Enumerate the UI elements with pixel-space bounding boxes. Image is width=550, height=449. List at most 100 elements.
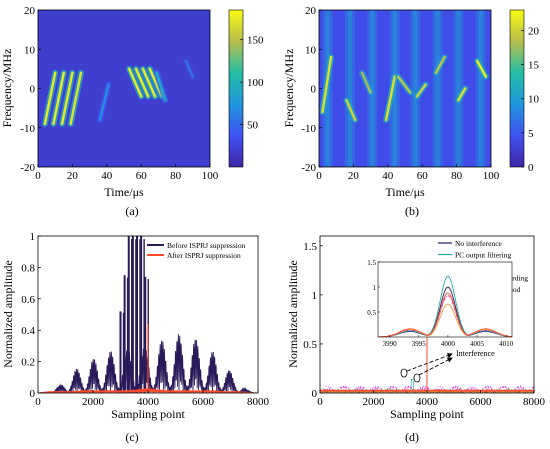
x-tick-label: 40 [101, 170, 113, 182]
heatmap-column-core [347, 10, 352, 167]
interference-marker-1 [400, 368, 408, 378]
y-tick-label: -20 [20, 162, 35, 174]
panel-b-label: (b) [405, 204, 419, 218]
x-tick-label: 100 [202, 170, 219, 182]
interference-arrow-2 [418, 357, 453, 376]
y-tick-label: 10 [305, 44, 317, 56]
panel-c-label: (c) [125, 430, 138, 444]
x-tick-label: 2000 [363, 396, 386, 408]
heatmap-ridge [384, 75, 396, 122]
heatmap-ridge [134, 67, 150, 98]
heatmap-ridge [396, 75, 412, 94]
heatmap-ridge [345, 99, 357, 122]
colorbar-tick-label: 100 [247, 77, 264, 89]
x-tick-label: 60 [417, 170, 429, 182]
legend-label: PC output filtering [455, 251, 512, 260]
x-tick-label: 4000 [137, 396, 160, 408]
heatmap-ridge [52, 71, 65, 126]
panel-d-label: (d) [405, 430, 419, 444]
panel-b-colorbar [509, 9, 525, 168]
colorbar-tick-label: 150 [247, 35, 264, 47]
x-tick-label: 6000 [192, 396, 215, 408]
heatmap-ridge [184, 59, 195, 78]
y-tick-label: 20 [24, 5, 36, 17]
heatmap-ridge [155, 71, 167, 102]
colorbar-tick-label: 10 [528, 94, 540, 106]
heatmap-ridge [127, 67, 143, 98]
heatmap-ridge [321, 55, 333, 114]
panel-a-heatmap [38, 10, 210, 167]
y-tick-label: 10 [24, 44, 36, 56]
panel-b-heatmap [319, 10, 491, 167]
inset-x-tick-label: 3990 [383, 340, 398, 348]
y-tick-label: 1 [30, 231, 36, 243]
y-tick-label: 0.4 [21, 325, 35, 337]
y-tick-label: -20 [301, 162, 316, 174]
panel-c-ylabel: Normalized amplitude [1, 260, 15, 368]
x-tick-label: 2000 [82, 396, 105, 408]
heatmap-column-core [435, 10, 440, 167]
heatmap-ridge [141, 67, 157, 98]
x-tick-label: 8000 [247, 396, 270, 408]
x-tick-label: 60 [136, 170, 148, 182]
inset-y-tick-label: 1.5 [367, 259, 376, 267]
panel-c-plot [38, 236, 258, 393]
panel-d: 0 2000 4000 6000 8000 1.5 1 0.5 0 Sampling point… [286, 235, 546, 444]
heatmap-ridge [457, 87, 467, 102]
y-tick-label: 20 [305, 5, 317, 17]
inset-x-tick-label: 4005 [470, 340, 485, 348]
heatmap-background [38, 10, 210, 167]
heatmap-ridge [434, 55, 446, 75]
heatmap-ridge [476, 59, 488, 78]
inset-series-curve [378, 292, 512, 337]
y-tick-label: 0.6 [21, 294, 35, 306]
x-tick-label: 20 [348, 170, 360, 182]
x-tick-label: 80 [451, 170, 463, 182]
heatmap-ridge [69, 71, 83, 126]
colorbar-tick-label: 15 [528, 60, 540, 72]
inset-x-tick-label: 4010 [499, 340, 514, 348]
panel-c-ticks: 0 2000 4000 6000 8000 1 0.8 0.6 0.4 0.2 0 [21, 231, 269, 408]
legend-label: After ISPRJ suppression [167, 251, 241, 260]
interference-annotation: Interference [400, 349, 495, 383]
heatmap-column-core [478, 10, 483, 167]
x-tick-label: 20 [67, 170, 79, 182]
legend-label: No interference [455, 239, 503, 248]
x-tick-label: 0 [316, 170, 322, 182]
x-tick-label: 0 [317, 396, 323, 408]
inset-plot [378, 275, 512, 337]
heatmap-ridge [60, 71, 74, 126]
panel-c-xlabel: Sampling point [111, 407, 185, 421]
colorbar-tick-label: 0 [528, 162, 534, 174]
heatmap-ridge [43, 71, 57, 126]
x-tick-label: 40 [382, 170, 394, 182]
x-tick-label: 80 [170, 170, 182, 182]
panel-d-ylabel: Normalized amplitude [286, 260, 300, 368]
y-tick-label: -10 [301, 123, 316, 135]
y-tick-label: 0 [312, 388, 318, 400]
panel-b-colorbar-ticks: 20 15 10 5 0 [521, 25, 540, 174]
panel-d-ticks: 0 2000 4000 6000 8000 1.5 1 0.5 0 [303, 241, 545, 408]
panel-a-colorbar-ticks: 150 100 50 [240, 35, 264, 132]
colorbar-tick-label: 20 [528, 25, 540, 37]
y-tick-label: 0.5 [303, 339, 317, 351]
x-tick-label: 6000 [470, 396, 493, 408]
panel-d-inset: 3990 3995 4000 4005 4010 1.5 1 0.5 [367, 259, 513, 348]
panel-a-xlabel: Time/μs [104, 185, 144, 199]
x-tick-label: 8000 [523, 396, 546, 408]
series-trace [320, 385, 534, 393]
interference-marker-2 [413, 373, 421, 383]
y-tick-label: -10 [20, 123, 35, 135]
heatmap-column-core [370, 10, 375, 167]
panel-b-ylabel: Frequency/MHz [282, 49, 296, 128]
panel-a-ylabel: Frequency/MHz [0, 49, 14, 128]
heatmap-ridge [360, 71, 372, 94]
inset-y-tick-label: 1 [373, 284, 377, 292]
panel-a-label: (a) [125, 204, 138, 218]
inset-y-tick-label: 0.5 [367, 309, 376, 317]
